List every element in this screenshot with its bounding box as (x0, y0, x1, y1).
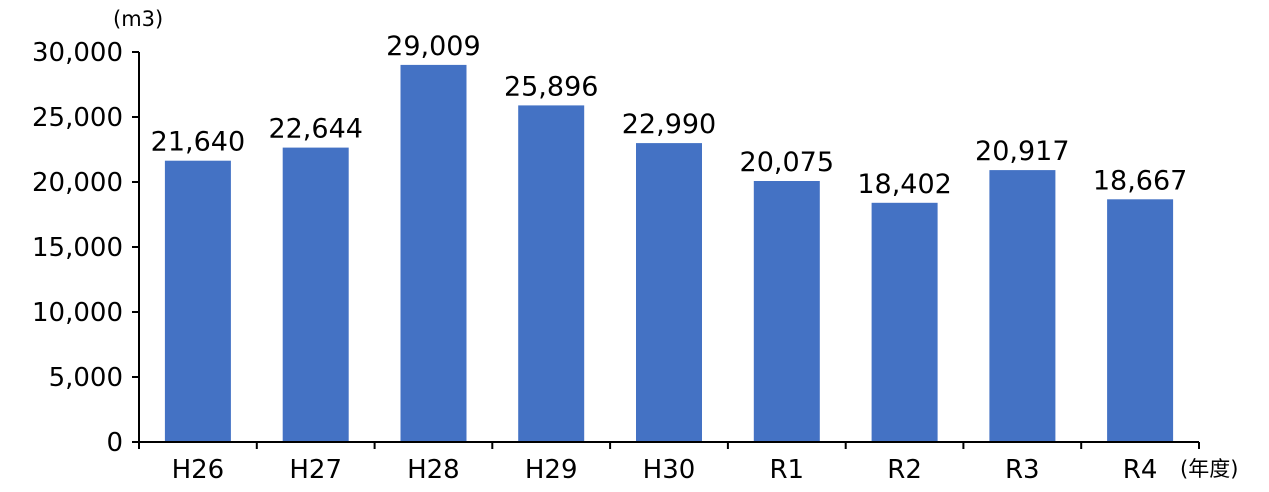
bar-H27 (282, 147, 349, 442)
data-label-R1: 20,075 (740, 147, 834, 178)
bar-H26 (164, 160, 231, 442)
y-tick-label: 15,000 (32, 233, 123, 263)
x-category-group: H26 H27 H28 H29 H30 R1 R2 R3 R4 (172, 455, 1158, 485)
y-tick-label: 0 (106, 428, 123, 458)
data-label-R4: 18,667 (1093, 165, 1187, 196)
data-label-R3: 20,917 (975, 136, 1069, 167)
data-label-H26: 21,640 (151, 127, 245, 158)
x-tick-label-H29: H29 (525, 455, 578, 485)
y-tick-label: 5,000 (49, 363, 123, 393)
bar-H29 (518, 105, 585, 443)
x-tick-label-R3: R3 (1005, 455, 1040, 485)
x-axis-unit-label: (年度) (1180, 457, 1238, 481)
data-label-R2: 18,402 (857, 169, 951, 200)
bar-R4 (1107, 199, 1174, 442)
y-tick-label: 30,000 (32, 38, 123, 68)
x-tick-label-H28: H28 (407, 455, 460, 485)
y-tick-label: 25,000 (32, 103, 123, 133)
bar-R2 (871, 202, 938, 442)
x-tick-label-R1: R1 (769, 455, 804, 485)
data-label-H27: 22,644 (268, 114, 362, 145)
data-label-H28: 29,009 (386, 31, 480, 62)
x-tick-label-H26: H26 (172, 455, 225, 485)
y-tick-group: 0 5,000 10,000 15,000 20,000 25,000 30,000 (32, 38, 139, 458)
data-label-H30: 22,990 (622, 109, 716, 140)
x-tick-label-H30: H30 (643, 455, 696, 485)
y-axis-unit-label: (m3) (113, 7, 163, 31)
bar-R3 (989, 170, 1056, 442)
y-tick-label: 20,000 (32, 168, 123, 198)
bar-H30 (636, 143, 702, 442)
y-tick-label: 10,000 (32, 298, 123, 328)
bar-group (164, 64, 1174, 443)
data-label-group: 21,640 22,644 29,009 25,896 22,990 20,075 18,4… (151, 31, 1188, 200)
x-tick-label-R4: R4 (1123, 455, 1158, 485)
bar-R1 (753, 181, 820, 442)
data-label-H29: 25,896 (504, 71, 598, 102)
x-tick-label-R2: R2 (887, 455, 922, 485)
x-tick-label-H27: H27 (289, 455, 342, 485)
bar-H28 (400, 64, 467, 443)
